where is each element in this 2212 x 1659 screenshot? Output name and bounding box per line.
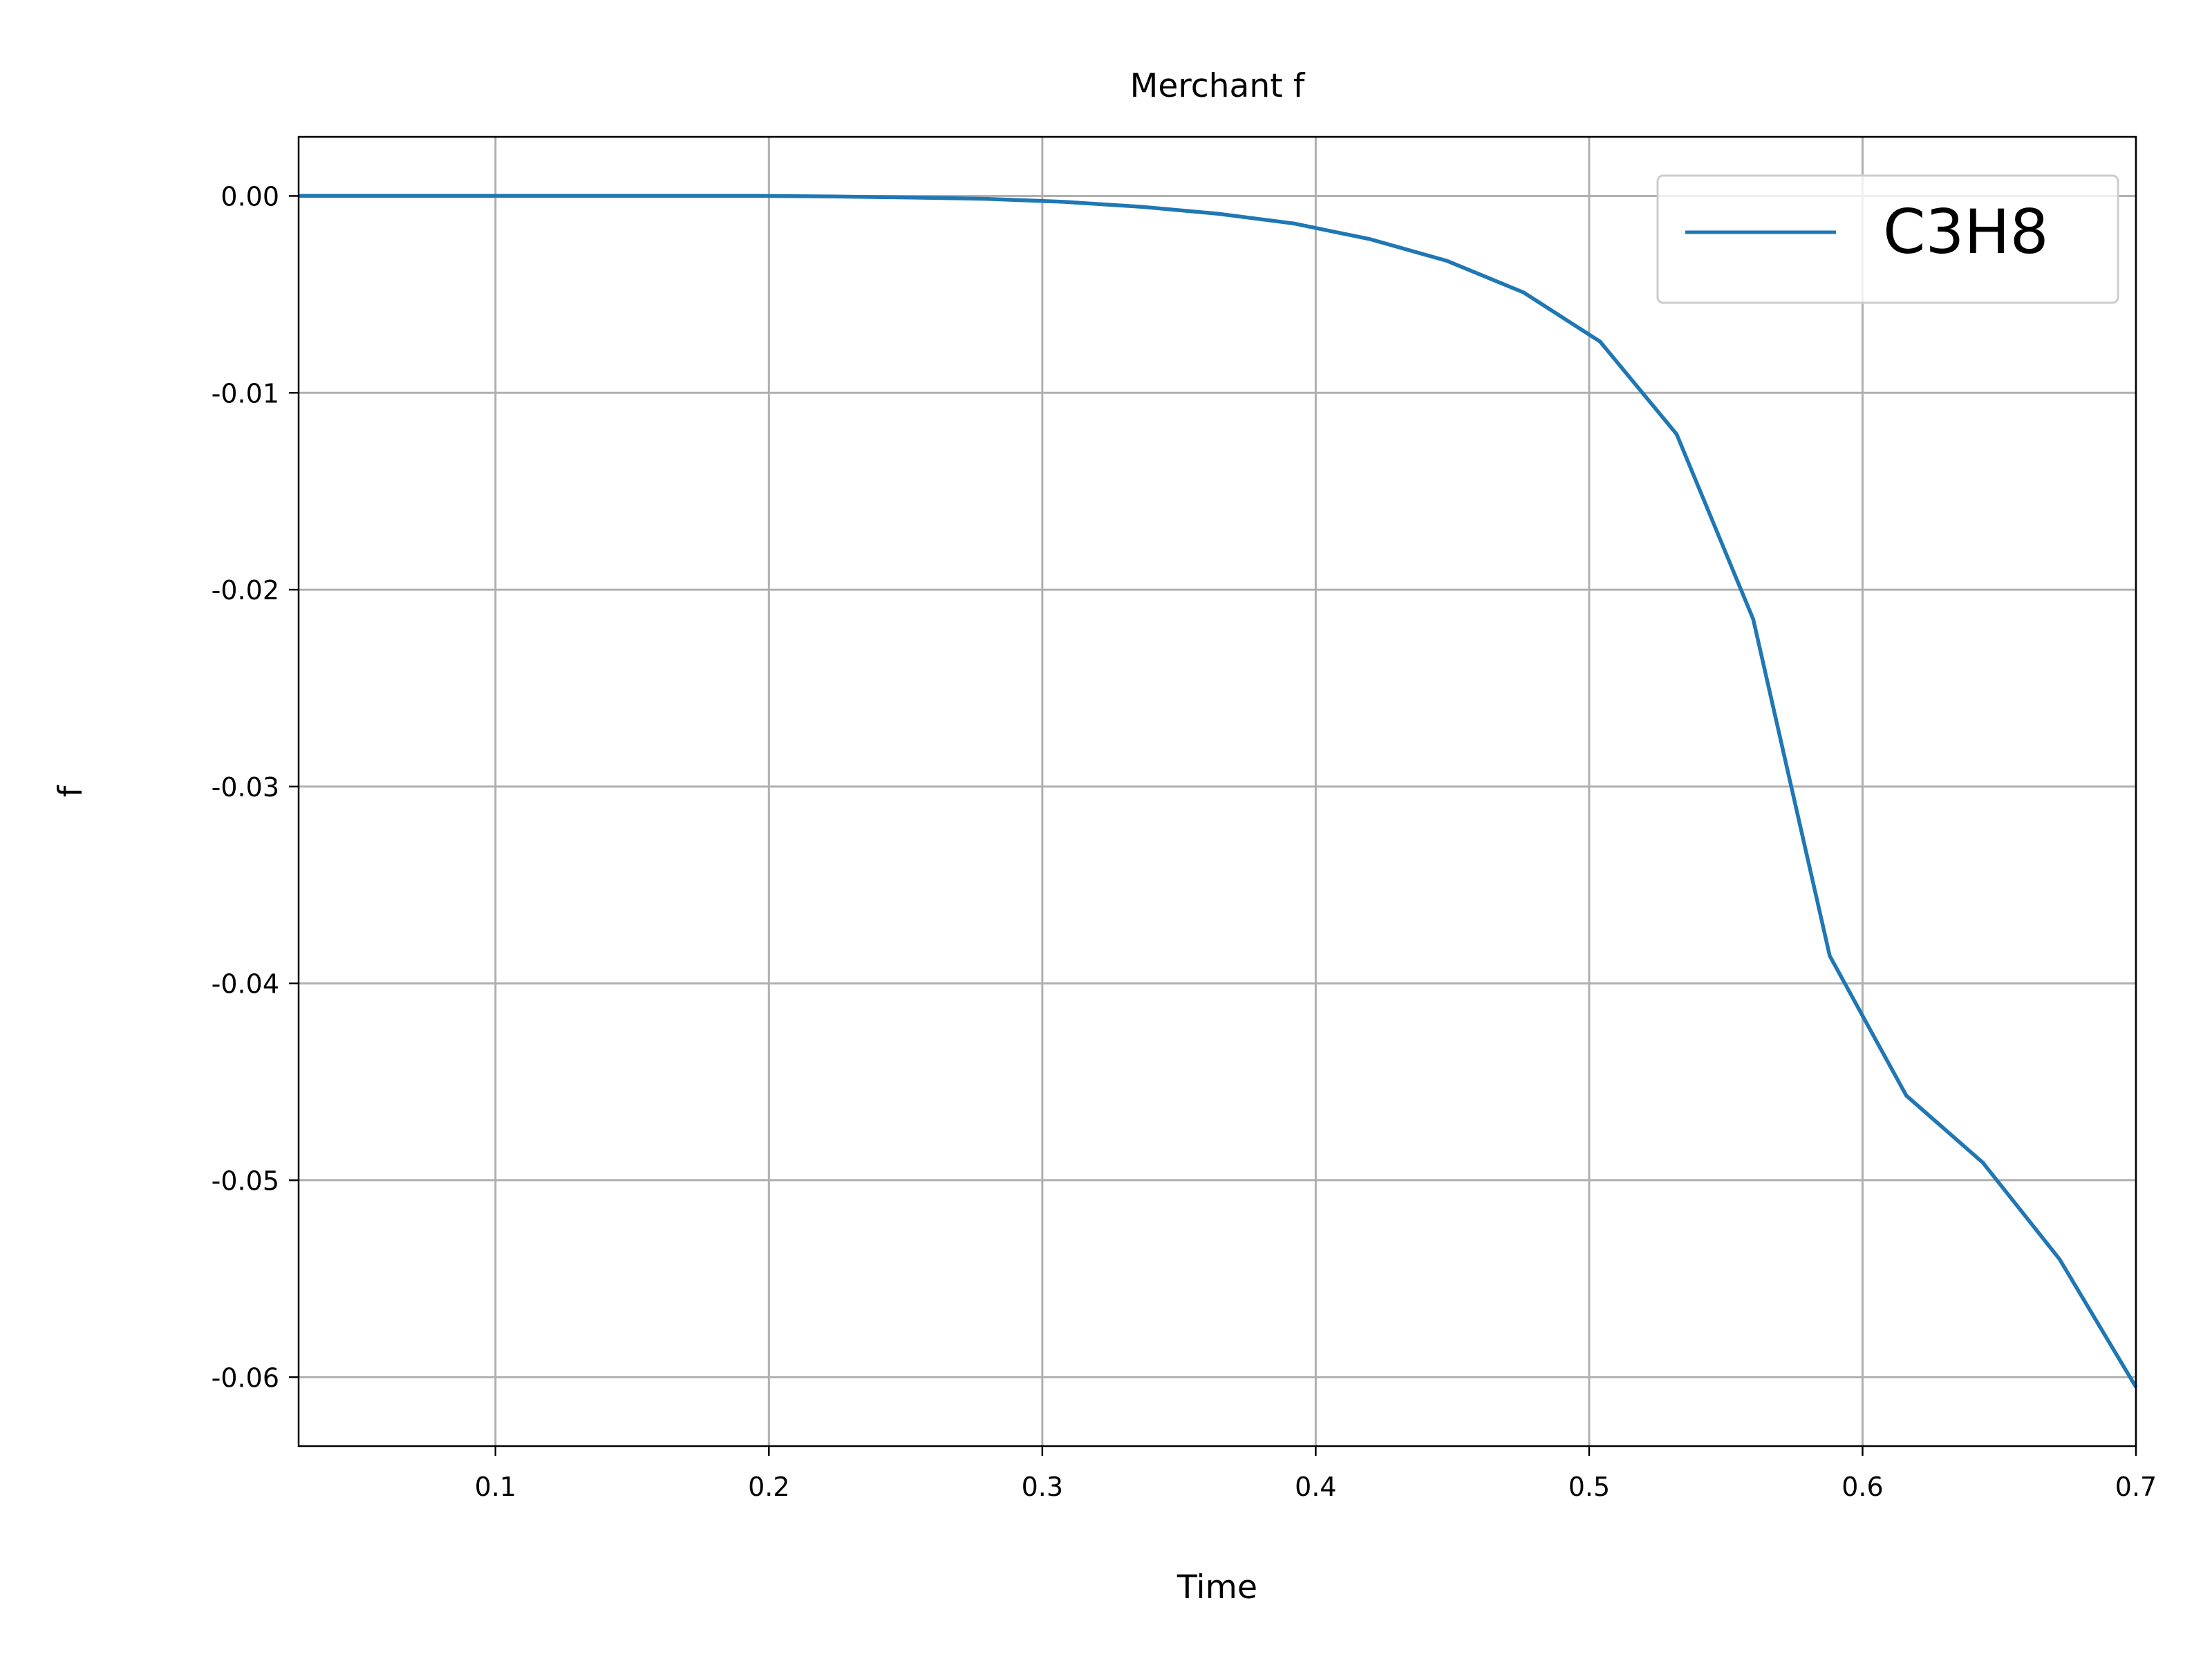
x-tick-label: 0.4 — [1295, 1472, 1336, 1502]
plot-frame — [297, 135, 2137, 1447]
chart-title: Merchant f — [1130, 67, 1306, 105]
y-tick-label: 0.00 — [221, 181, 279, 212]
x-tick-label: 0.5 — [1568, 1472, 1610, 1502]
x-axis-label: Time — [1177, 1568, 1257, 1606]
y-axis-label: f — [52, 785, 90, 797]
legend-label: C3H8 — [1883, 196, 2049, 268]
legend: C3H8 — [1656, 174, 2119, 304]
x-tick-label: 0.6 — [1841, 1472, 1883, 1502]
y-tick-label: -0.06 — [212, 1362, 279, 1393]
x-tick-label: 0.3 — [1022, 1472, 1063, 1502]
x-tick-label: 0.7 — [2115, 1472, 2157, 1502]
x-tick-label: 0.1 — [475, 1472, 516, 1502]
series-line-c3h8 — [299, 194, 2138, 1389]
x-tick-label: 0.2 — [748, 1472, 789, 1502]
series-layer — [299, 194, 2138, 1389]
y-tick-label: -0.05 — [212, 1166, 279, 1197]
legend-box — [1656, 174, 2119, 304]
y-tick-label: -0.02 — [212, 575, 279, 606]
y-tick-label: -0.01 — [212, 378, 279, 409]
ticks: 0.1 0.2 0.3 0.4 0.5 0.6 0.7 0.00 -0.01 -0.02 -0.03… — [212, 181, 2157, 1502]
y-tick-label: -0.04 — [212, 969, 279, 1000]
y-tick-label: -0.03 — [212, 772, 279, 803]
